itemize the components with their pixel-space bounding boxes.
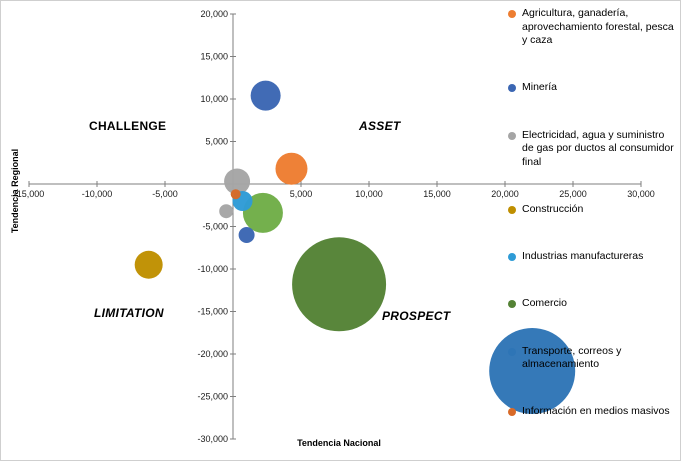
bubble (238, 227, 255, 243)
x-tick-label: 25,000 (559, 189, 587, 199)
y-tick-label: -30,000 (197, 434, 228, 444)
bubble (250, 80, 281, 111)
quadrant-label-challenge: CHALLENGE (89, 119, 167, 133)
y-tick-label: 15,000 (200, 52, 228, 62)
y-tick-label: -15,000 (197, 307, 228, 317)
y-axis-title: Tendencia Regional (10, 148, 20, 234)
legend-item-label: Construcción (522, 203, 584, 216)
legend-color-dot-icon (508, 10, 516, 18)
legend-item: Electricidad, agua y suministro de gas p… (508, 129, 678, 170)
bubble (219, 204, 234, 219)
legend-item-label: Minería (522, 81, 558, 94)
legend-item: Industrias manufactureras (508, 250, 678, 264)
quadrant-label-asset: ASSET (359, 119, 401, 133)
legend-item-label: Industrias manufactureras (522, 250, 644, 263)
x-tick-label: -10,000 (82, 189, 113, 199)
quadrant-label-prospect: PROSPECT (382, 309, 451, 323)
legend-item-label: Agricultura, ganadería, aprovechamiento … (522, 7, 674, 47)
y-tick-label: -25,000 (197, 392, 228, 402)
legend-color-dot-icon (508, 347, 516, 356)
x-tick-label: -5,000 (152, 189, 178, 199)
legend: Agricultura, ganadería, aprovechamiento … (508, 7, 678, 419)
x-tick-label: 10,000 (355, 189, 383, 199)
x-tick-label: 30,000 (627, 189, 655, 199)
legend-item: Transporte, correos y almacenamiento (508, 345, 678, 372)
legend-item-label: Transporte, correos y almacenamiento (522, 344, 622, 371)
legend-color-dot-icon (508, 84, 516, 93)
legend-item: Comercio (508, 297, 678, 311)
quadrant-label-limitation: LIMITATION (94, 306, 164, 320)
x-tick-label: 5,000 (290, 189, 313, 199)
x-axis-title: Tendencia Nacional (297, 438, 381, 448)
bubble (224, 168, 251, 195)
legend-item-label: Electricidad, agua y suministro de gas p… (522, 128, 674, 168)
legend-color-dot-icon (508, 206, 516, 215)
legend-item: Construcción (508, 203, 678, 217)
legend-item: Agricultura, ganadería, aprovechamiento … (508, 7, 678, 48)
legend-item-label: Información en medios masivos (522, 405, 670, 418)
y-tick-label: -10,000 (197, 264, 228, 274)
bubble (242, 192, 283, 233)
x-tick-label: 20,000 (491, 189, 519, 199)
y-tick-label: 10,000 (200, 94, 228, 104)
legend-item: Información en medios masivos (508, 405, 678, 419)
legend-color-dot-icon (508, 131, 516, 140)
y-tick-label: 20,000 (200, 9, 228, 19)
bubble (230, 189, 241, 200)
y-tick-label: -20,000 (197, 349, 228, 359)
bubble (275, 152, 308, 185)
y-tick-label: -5,000 (202, 222, 228, 232)
x-tick-label: 15,000 (423, 189, 451, 199)
legend-color-dot-icon (508, 408, 516, 417)
bubble (134, 250, 163, 279)
legend-color-dot-icon (508, 300, 516, 309)
bubble (292, 237, 387, 332)
legend-item: Minería (508, 81, 678, 95)
y-tick-label: 5,000 (205, 137, 228, 147)
legend-item-label: Comercio (522, 297, 567, 310)
x-tick-label: -15,000 (14, 189, 45, 199)
legend-color-dot-icon (508, 253, 516, 262)
